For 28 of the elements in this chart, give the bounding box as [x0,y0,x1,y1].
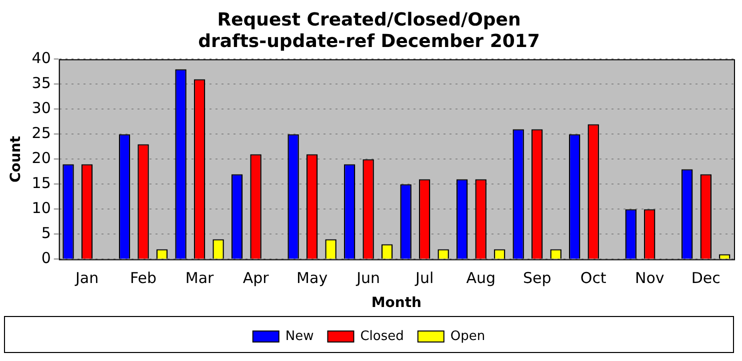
y-tick-label: 30 [32,99,51,118]
x-axis-title: Month [371,295,422,312]
x-tick-label: Jan [74,269,99,288]
chart-title: Request Created/Closed/Open [217,9,521,30]
x-tick-label: Apr [242,269,270,288]
x-tick-label: Mar [185,269,215,288]
y-tick-label: 35 [32,74,51,92]
y-tick-label: 5 [41,224,51,242]
y-tick-label: 10 [32,199,51,218]
x-tick-label: Sep [522,269,552,288]
legend-label: Closed [360,328,404,344]
x-tick-label: Jul [414,269,434,288]
x-tick-label: May [296,269,328,288]
x-tick-label: Nov [634,269,664,288]
legend-label: Open [450,328,486,344]
x-tick-label: Feb [130,269,157,288]
x-tick-label: Oct [580,269,606,288]
y-tick-label: 20 [32,149,51,168]
x-tick-label: Jun [356,269,380,288]
legend-label: New [285,328,314,344]
y-tick-label: 40 [32,49,51,68]
x-tick-label: Dec [691,269,720,288]
y-tick-label: 0 [41,249,51,268]
x-tick-label: Aug [466,269,496,288]
y-tick-label: 15 [32,174,51,192]
y-tick-label: 25 [32,124,51,142]
y-axis-title: Count [8,136,24,182]
chart-subtitle: drafts-update-ref December 2017 [198,31,540,52]
